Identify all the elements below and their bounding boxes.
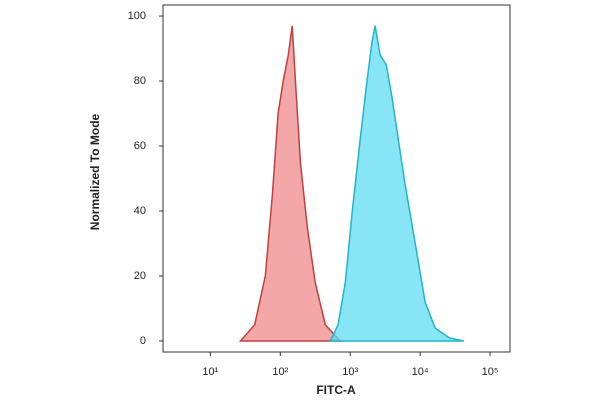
x-tick-label: 10¹ [202,366,218,378]
y-tick-label: 100 [128,10,146,22]
y-tick-label: 40 [134,205,146,217]
x-tick-label: 10³ [342,366,358,378]
x-axis-title: FITC-A [316,383,356,397]
histogram-area [329,25,465,342]
histogram-area [238,25,342,342]
plot-frame [162,4,511,353]
y-axis-title: Normalized To Mode [88,113,102,230]
y-tick-label: 60 [134,140,146,152]
x-tick-label: 10⁴ [412,366,429,378]
y-tick-label: 0 [140,335,146,347]
x-tick-label: 10² [272,366,288,378]
x-tick-label: 10⁵ [482,366,499,378]
y-tick-label: 80 [134,75,146,87]
y-tick-label: 20 [134,270,146,282]
